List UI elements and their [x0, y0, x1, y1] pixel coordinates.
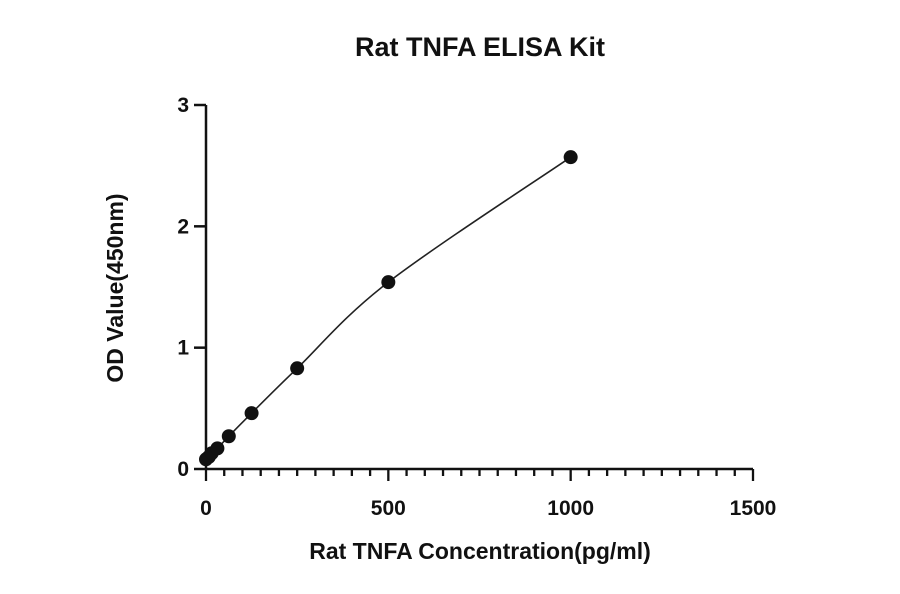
y-tick-label: 0	[177, 458, 189, 481]
x-tick-label: 1500	[730, 497, 777, 520]
x-tick-label: 500	[371, 497, 406, 520]
x-tick-label: 1000	[547, 497, 594, 520]
x-axis-label: Rat TNFA Concentration(pg/ml)	[309, 538, 651, 564]
fit-curve	[205, 156, 572, 460]
data-point	[221, 429, 236, 444]
y-tick-label: 3	[177, 94, 189, 117]
data-point	[290, 361, 305, 376]
data-point	[210, 441, 225, 456]
plot-area: 0 1 2 3 0 500 1000 1500	[177, 94, 776, 520]
x-tick-label: 0	[200, 497, 212, 520]
x-axis: 0 500 1000 1500	[200, 467, 777, 520]
data-point	[244, 406, 259, 421]
chart-title: Rat TNFA ELISA Kit	[355, 32, 605, 62]
data-points	[199, 150, 578, 467]
y-axis-label: OD Value(450nm)	[102, 193, 128, 382]
y-tick-label: 1	[177, 337, 189, 360]
y-tick-label: 2	[177, 215, 189, 238]
data-point	[563, 150, 578, 165]
y-axis: 0 1 2 3	[177, 94, 208, 481]
data-point	[381, 275, 396, 290]
